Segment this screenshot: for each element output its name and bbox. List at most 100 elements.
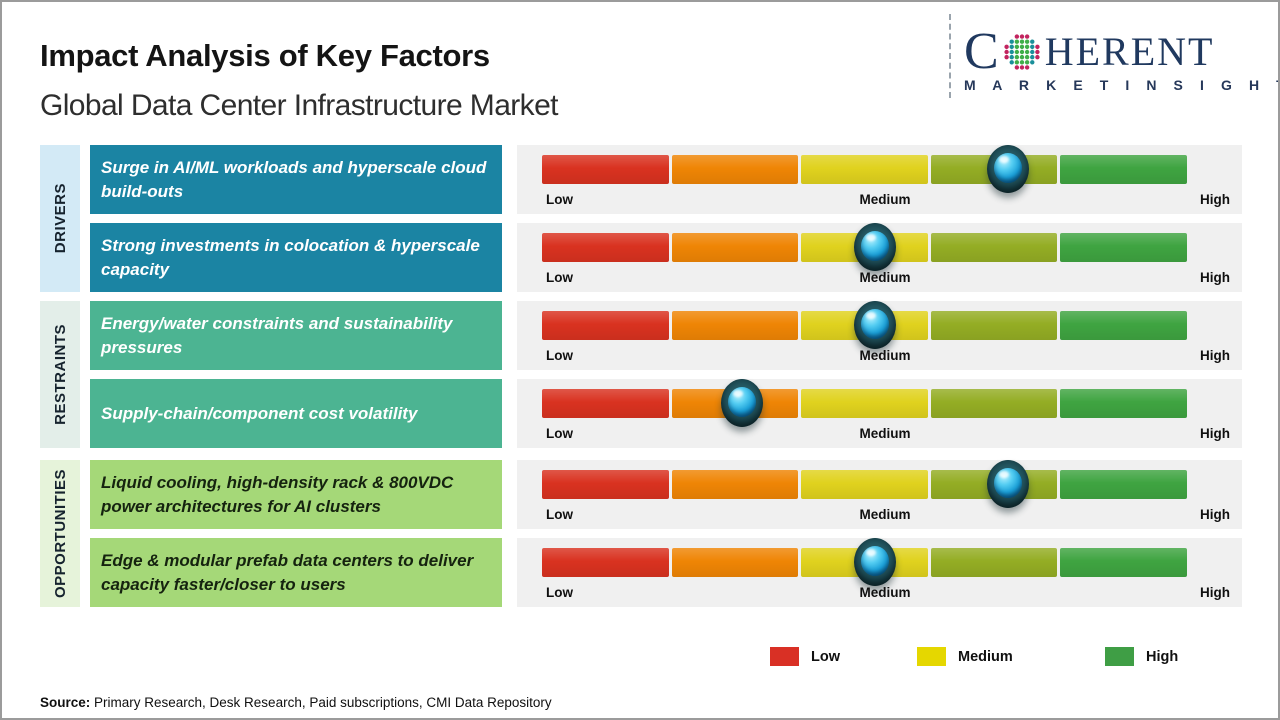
impact-bar-track: [542, 223, 1187, 271]
factor-card-driver-2: Strong investments in colocation & hyper…: [90, 223, 502, 292]
legend-swatch-medium: [917, 647, 946, 666]
scale-label-high: High: [1200, 348, 1230, 363]
scale-label-medium: Medium: [859, 192, 911, 207]
legend-label-medium: Medium: [958, 648, 1013, 665]
scale-label-medium: Medium: [859, 270, 911, 285]
group-label-opportunities-text: OPPORTUNITIES: [51, 468, 69, 598]
factor-card-restraint-2: Supply-chain/component cost volatility: [90, 379, 502, 448]
legend-item-low: Low: [770, 647, 840, 666]
scale-label-high: High: [1200, 270, 1230, 285]
scale-label-low: Low: [546, 585, 573, 600]
scale-label-medium: Medium: [859, 348, 911, 363]
group-label-drivers: DRIVERS: [40, 145, 80, 292]
impact-marker: [720, 379, 763, 427]
impact-bar-track: [542, 538, 1187, 586]
bar-segment-medium: [801, 155, 928, 184]
page-subtitle: Global Data Center Infrastructure Market: [40, 89, 558, 122]
impact-bar-track: [542, 145, 1187, 193]
impact-bar-track: [542, 460, 1187, 508]
logo-wordmark: C: [964, 23, 1264, 80]
impact-bar-row-5: Low Medium High: [517, 460, 1242, 529]
factor-card-driver-1: Surge in AI/ML workloads and hyperscale …: [90, 145, 502, 214]
bar-segment-high: [1060, 311, 1187, 340]
impact-marker: [853, 223, 896, 271]
bar-segment-low-mid: [671, 470, 799, 499]
bar-segment-low: [542, 470, 669, 499]
bar-segment-low: [542, 389, 669, 418]
bar-segment-low: [542, 548, 669, 577]
scale-label-high: High: [1200, 507, 1230, 522]
logo-divider-dashed-line: [949, 14, 951, 98]
scale-label-high: High: [1200, 585, 1230, 600]
source-text: Primary Research, Desk Research, Paid su…: [90, 695, 552, 710]
impact-bar-row-2: Low Medium High: [517, 223, 1242, 292]
dot-globe-icon: [1004, 34, 1040, 70]
scale-label-low: Low: [546, 270, 573, 285]
logo-tagline: M A R K E T I N S I G H T S: [964, 77, 1278, 93]
bar-segment-low: [542, 311, 669, 340]
factor-text: Energy/water constraints and sustainabil…: [101, 314, 453, 357]
factor-card-restraint-1: Energy/water constraints and sustainabil…: [90, 301, 502, 370]
coherent-market-insights-logo: C: [964, 23, 1278, 94]
legend-item-medium: Medium: [917, 647, 1013, 666]
legend-swatch-high: [1105, 647, 1134, 666]
bar-segment-low-mid: [671, 548, 799, 577]
scale-label-low: Low: [546, 348, 573, 363]
bar-segment-low: [542, 233, 669, 262]
scale-label-medium: Medium: [859, 585, 911, 600]
impact-bar-row-6: Low Medium High: [517, 538, 1242, 607]
bar-segment-high: [1060, 548, 1187, 577]
bar-segment-high: [1060, 233, 1187, 262]
bar-segment-medium: [801, 389, 928, 418]
legend-label-high: High: [1146, 648, 1179, 665]
legend-label-low: Low: [811, 648, 840, 665]
logo-letters-herent: HERENT: [1044, 29, 1215, 74]
legend-swatch-low: [770, 647, 799, 666]
group-label-drivers-text: DRIVERS: [51, 183, 69, 254]
bar-segment-high: [1060, 470, 1187, 499]
impact-bar-row-4: Low Medium High: [517, 379, 1242, 448]
scale-label-medium: Medium: [859, 426, 911, 441]
bar-segment-mid-high: [930, 548, 1058, 577]
impact-marker: [986, 460, 1029, 508]
bar-segment-high: [1060, 389, 1187, 418]
factor-card-opportunity-1: Liquid cooling, high-density rack & 800V…: [90, 460, 502, 529]
impact-bar-row-1: Low Medium High: [517, 145, 1242, 214]
bar-segment-low-mid: [671, 155, 799, 184]
logo-letter-c: C: [964, 23, 999, 80]
factor-text: Surge in AI/ML workloads and hyperscale …: [101, 158, 487, 201]
impact-bar-track: [542, 379, 1187, 427]
group-label-restraints-text: RESTRAINTS: [51, 324, 69, 425]
scale-label-low: Low: [546, 192, 573, 207]
factor-text: Supply-chain/component cost volatility: [101, 403, 418, 423]
factor-text: Liquid cooling, high-density rack & 800V…: [101, 473, 454, 516]
source-line: Source: Primary Research, Desk Research,…: [40, 695, 552, 710]
scale-label-high: High: [1200, 192, 1230, 207]
factor-card-opportunity-2: Edge & modular prefab data centers to de…: [90, 538, 502, 607]
bar-segment-high: [1060, 155, 1187, 184]
factor-text: Edge & modular prefab data centers to de…: [101, 551, 474, 594]
scale-label-high: High: [1200, 426, 1230, 441]
group-label-opportunities: OPPORTUNITIES: [40, 460, 80, 607]
scale-label-low: Low: [546, 426, 573, 441]
page-title: Impact Analysis of Key Factors: [40, 38, 490, 73]
impact-marker: [853, 301, 896, 349]
source-prefix: Source:: [40, 695, 91, 710]
scale-label-low: Low: [546, 507, 573, 522]
legend-item-high: High: [1105, 647, 1178, 666]
bar-segment-low-mid: [671, 233, 799, 262]
impact-marker: [986, 145, 1029, 193]
scale-label-medium: Medium: [859, 507, 911, 522]
bar-segment-mid-high: [930, 389, 1058, 418]
group-label-restraints: RESTRAINTS: [40, 301, 80, 448]
impact-marker: [853, 538, 896, 586]
factor-text: Strong investments in colocation & hyper…: [101, 236, 480, 279]
impact-bar-row-3: Low Medium High: [517, 301, 1242, 370]
bar-segment-low: [542, 155, 669, 184]
impact-bar-track: [542, 301, 1187, 349]
bar-segment-mid-high: [930, 311, 1058, 340]
bar-segment-low-mid: [671, 311, 799, 340]
bar-segment-mid-high: [930, 233, 1058, 262]
bar-segment-medium: [801, 470, 928, 499]
